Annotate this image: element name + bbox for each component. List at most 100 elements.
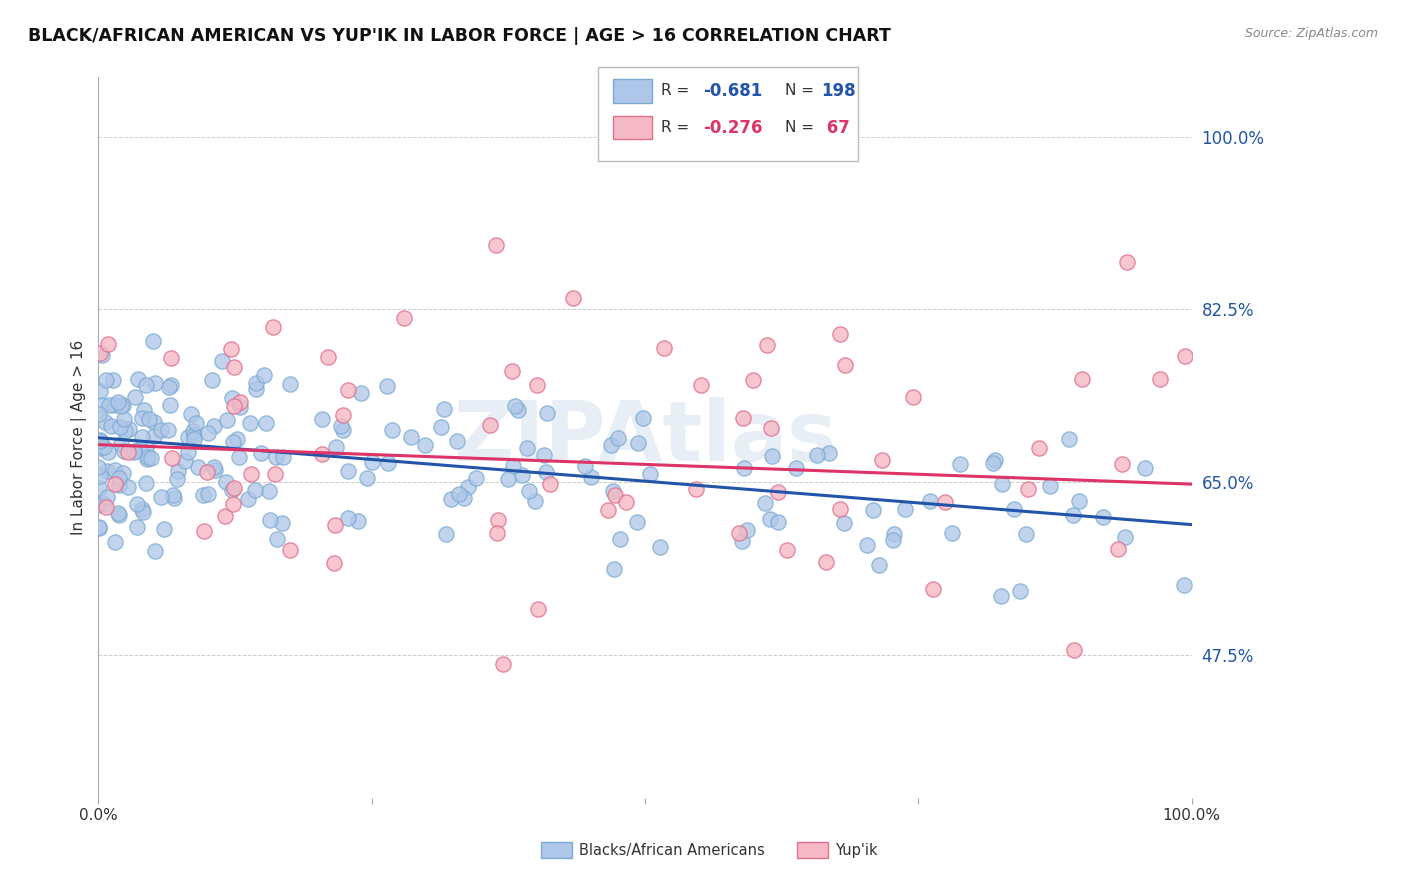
Point [430, 419, 453, 434]
Point [229, 400, 252, 414]
Point [89, 519, 111, 533]
Point [90, 441, 112, 455]
Point [245, 382, 267, 396]
Point [114, 424, 136, 438]
Point [221, 483, 243, 498]
Point [1149, 372, 1171, 386]
Point [162, 488, 184, 502]
Point [614, 495, 637, 509]
Point [1015, 526, 1038, 541]
Point [110, 436, 132, 450]
Point [1173, 577, 1195, 591]
Point [776, 543, 799, 558]
Point [862, 502, 884, 516]
Point [534, 465, 557, 479]
Point [108, 419, 131, 434]
Point [828, 326, 851, 341]
Point [135, 475, 157, 490]
Point [603, 562, 626, 576]
Point [135, 378, 157, 392]
Point [166, 464, 188, 478]
Point [89, 434, 111, 448]
Point [336, 384, 359, 398]
Point [785, 461, 807, 475]
Point [356, 471, 378, 485]
Point [122, 444, 145, 458]
Point [882, 533, 904, 548]
Point [538, 477, 561, 491]
Point [432, 401, 454, 416]
Text: 198: 198 [821, 82, 856, 100]
Point [124, 444, 146, 458]
Point [131, 502, 153, 516]
Point [742, 373, 765, 387]
Point [93, 415, 115, 429]
Point [264, 467, 287, 481]
Point [1017, 482, 1039, 496]
Point [222, 399, 245, 413]
Point [100, 418, 122, 433]
Text: Source: ZipAtlas.com: Source: ZipAtlas.com [1244, 27, 1378, 40]
Point [579, 469, 602, 483]
Point [180, 407, 202, 421]
Point [215, 413, 238, 427]
Point [1062, 508, 1084, 523]
Point [110, 399, 132, 413]
Point [536, 406, 558, 420]
Point [1091, 509, 1114, 524]
Point [183, 432, 205, 446]
Text: R =: R = [661, 120, 695, 135]
Point [728, 526, 751, 541]
Point [93, 440, 115, 454]
Point [143, 376, 166, 391]
Point [596, 503, 619, 517]
Point [1002, 502, 1025, 516]
Point [89, 384, 111, 398]
Point [176, 445, 198, 459]
Point [204, 463, 226, 477]
Point [502, 458, 524, 473]
Point [250, 445, 273, 459]
Text: ZIPAtlas: ZIPAtlas [453, 397, 837, 478]
Point [89, 346, 111, 360]
Point [761, 449, 783, 463]
Point [815, 555, 838, 569]
Text: R =: R = [661, 84, 695, 98]
Point [870, 452, 893, 467]
Point [222, 360, 245, 375]
Point [533, 448, 555, 462]
Point [627, 436, 650, 450]
Point [112, 412, 135, 426]
Point [832, 516, 855, 530]
Point [138, 411, 160, 425]
Point [153, 521, 176, 535]
Point [195, 465, 218, 479]
Point [626, 515, 648, 529]
Point [97, 337, 120, 351]
Point [96, 500, 118, 515]
Point [160, 351, 183, 366]
Point [413, 437, 436, 451]
Point [214, 509, 236, 524]
Point [1111, 457, 1133, 471]
Point [143, 416, 166, 430]
Point [225, 432, 247, 446]
Point [991, 477, 1014, 491]
Point [446, 434, 468, 448]
Point [350, 386, 373, 401]
Point [311, 447, 333, 461]
Point [257, 484, 280, 499]
Point [259, 513, 281, 527]
Point [1116, 255, 1139, 269]
Point [201, 373, 224, 387]
Point [278, 543, 301, 558]
Point [239, 467, 262, 481]
Point [464, 471, 486, 485]
Point [316, 350, 339, 364]
Point [381, 423, 404, 437]
Point [222, 481, 245, 495]
Point [602, 484, 624, 499]
Point [221, 391, 243, 405]
Point [131, 430, 153, 444]
Point [918, 494, 941, 508]
